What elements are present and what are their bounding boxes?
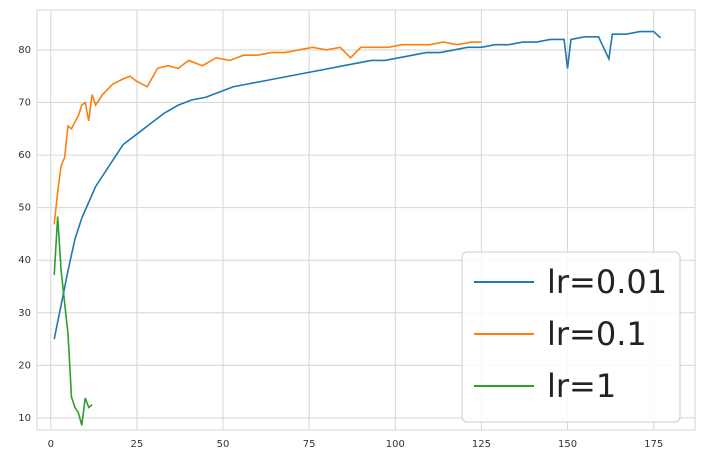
legend-label: lr=1: [547, 367, 616, 405]
y-tick-label: 50: [18, 203, 31, 214]
x-tick-label: 150: [558, 439, 577, 450]
x-tick-label: 125: [472, 439, 491, 450]
y-tick-label: 30: [18, 308, 31, 319]
x-tick-label: 25: [131, 439, 144, 450]
legend-box: [461, 251, 681, 423]
y-tick-label: 70: [18, 98, 31, 109]
y-tick-label: 60: [18, 150, 31, 161]
y-tick-label: 10: [18, 413, 31, 424]
y-tick-label: 40: [18, 255, 31, 266]
legend-label: lr=0.1: [547, 315, 647, 353]
x-tick-label: 50: [217, 439, 230, 450]
legend-label: lr=0.01: [547, 263, 667, 301]
x-tick-label: 175: [644, 439, 663, 450]
data-line: [53, 216, 93, 426]
x-tick-label: 100: [386, 439, 405, 450]
y-tick-label: 20: [18, 360, 31, 371]
legend: lr=0.01 lr=0.1 lr=1: [461, 251, 681, 423]
data-line: [53, 41, 482, 225]
x-tick-label: 0: [48, 439, 54, 450]
y-tick-label: 80: [18, 45, 31, 56]
data-line: [53, 30, 662, 340]
x-tick-label: 75: [303, 439, 316, 450]
